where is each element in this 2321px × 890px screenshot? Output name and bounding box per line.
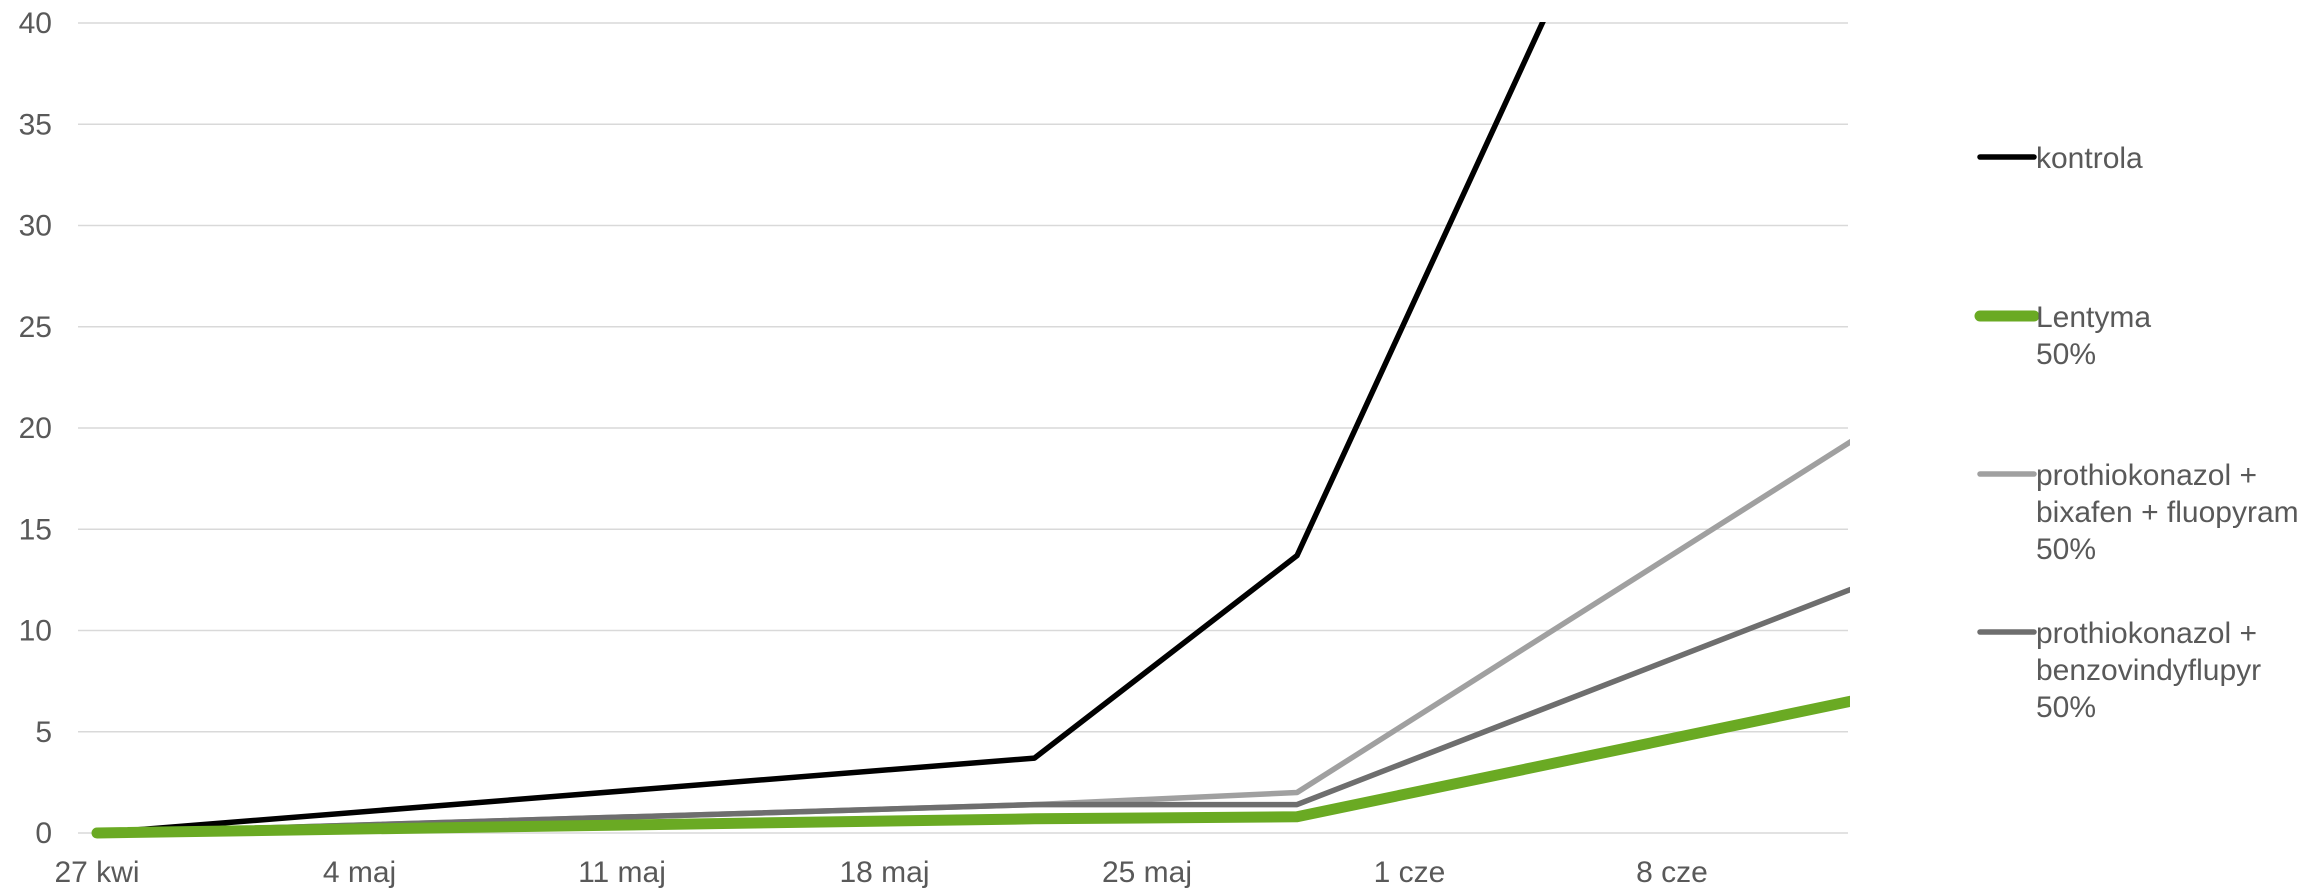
y-tick-label: 5 — [35, 716, 52, 749]
y-tick-label: 10 — [19, 615, 52, 648]
series-line-4 — [94, 586, 1850, 836]
x-tick-label: 11 maj — [578, 856, 666, 889]
y-tick-label: 30 — [19, 210, 52, 243]
x-tick-label: 27 kwi — [54, 856, 139, 889]
legend-label: benzovindyflupyr — [2036, 654, 2261, 687]
legend-label: prothiokonazol + — [2036, 459, 2257, 492]
y-tick-label: 15 — [19, 513, 52, 546]
legend-label: kontrola — [2036, 142, 2143, 175]
x-tick-label: 25 maj — [1102, 856, 1192, 889]
y-tick-label: 20 — [19, 412, 52, 445]
legend-label: 50% — [2036, 533, 2096, 566]
y-tick-label: 35 — [19, 108, 52, 141]
gridlines — [78, 22, 1848, 834]
legend-item: Lentyma 50% — [1974, 301, 2151, 371]
legend-item: kontrola — [1977, 142, 2143, 175]
legend-label: 50% — [2036, 691, 2096, 724]
x-tick-label: 4 maj — [323, 856, 396, 889]
legend-item: prothiokonazol + bixafen + fluopyram 50% — [1977, 459, 2299, 566]
y-axis-tick-labels: 0 5 10 15 20 25 30 35 40 — [19, 7, 52, 850]
legend-item: prothiokonazol + benzovindyflupyr 50% — [1977, 617, 2261, 724]
legend-label: bixafen + fluopyram — [2036, 496, 2299, 529]
series-line-2 — [91, 695, 1850, 839]
x-tick-label: 18 maj — [839, 856, 929, 889]
y-tick-label: 40 — [19, 7, 52, 40]
y-tick-label: 0 — [35, 817, 52, 850]
series-line-3 — [94, 438, 1850, 836]
legend: kontrola Lentyma 50% prothiokonazol + bixafe… — [1974, 142, 2299, 724]
x-axis-tick-labels: 27 kwi 4 maj 11 maj 18 maj 25 maj 1 cze 8 cze — [54, 856, 1707, 889]
legend-label: 50% — [2036, 338, 2096, 371]
y-tick-label: 25 — [19, 311, 52, 344]
series-lines — [91, 22, 1850, 839]
legend-label: Lentyma — [2036, 301, 2151, 334]
x-tick-label: 1 cze — [1374, 856, 1446, 889]
series-line-1 — [94, 22, 1546, 836]
legend-label: prothiokonazol + — [2036, 617, 2257, 650]
x-tick-label: 8 cze — [1636, 856, 1708, 889]
